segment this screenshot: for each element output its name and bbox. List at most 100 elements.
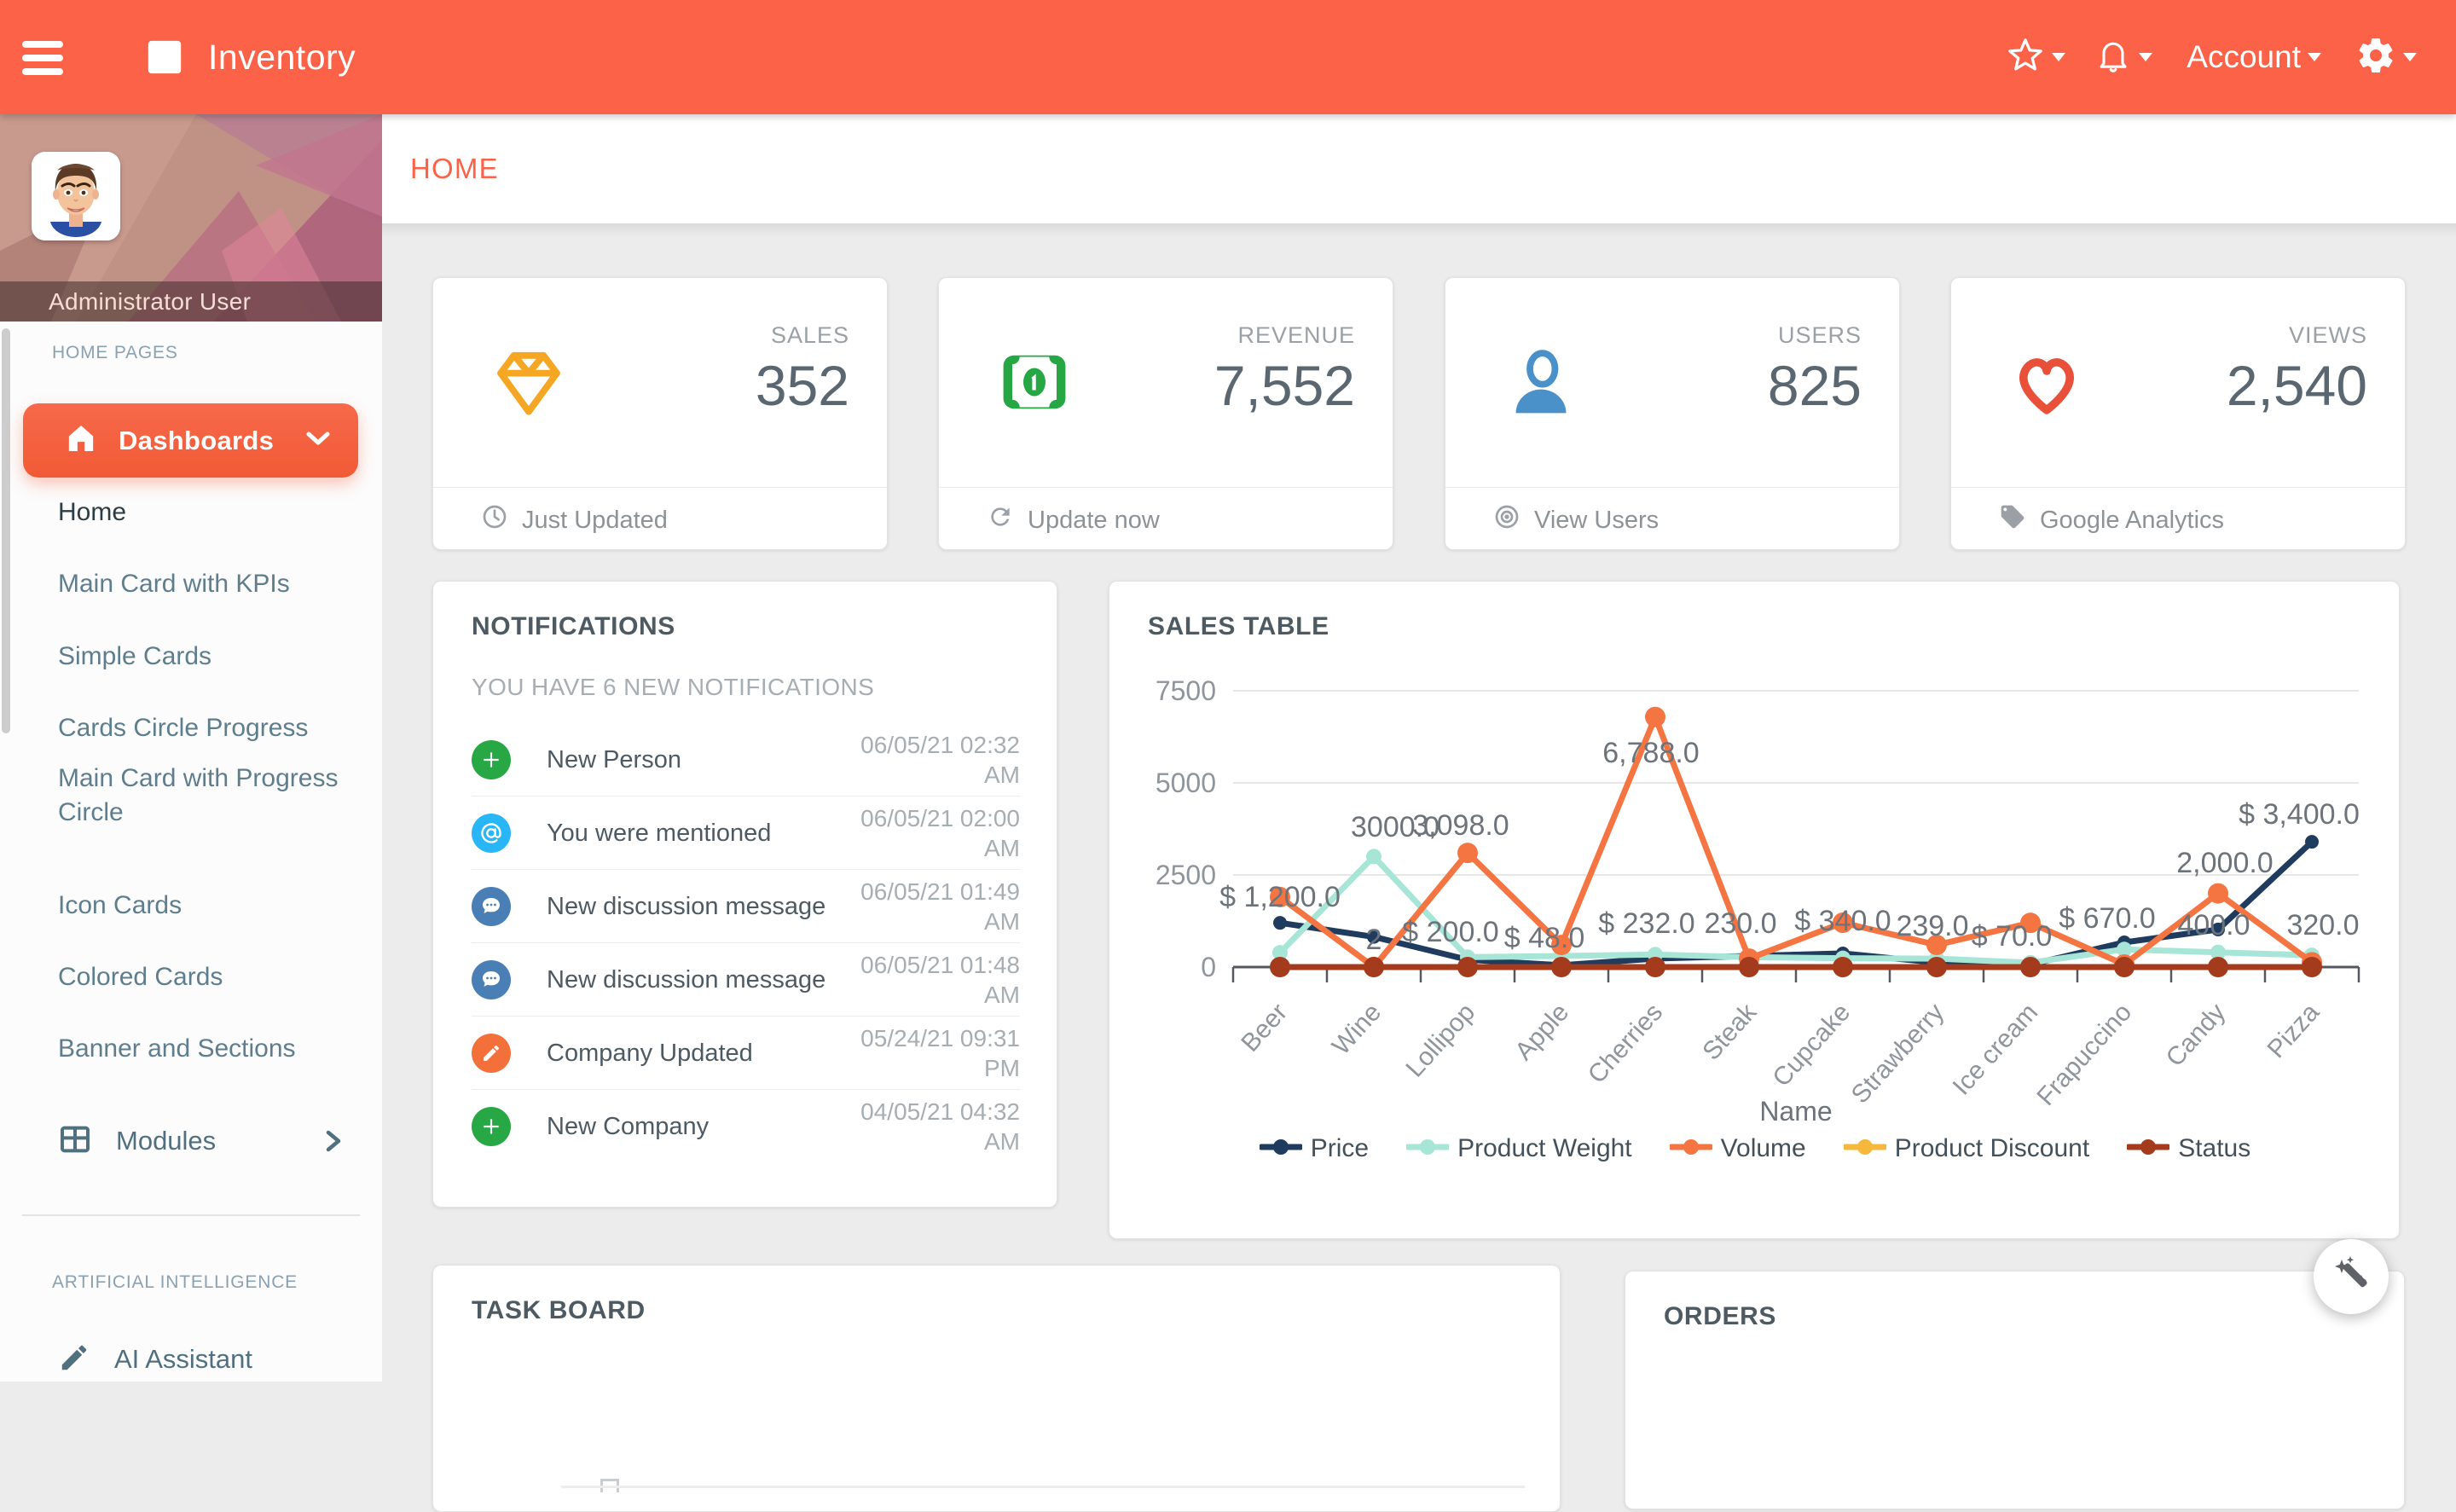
svg-text:Name: Name [1759, 1096, 1832, 1127]
legend-marker [1405, 1134, 1451, 1163]
legend-label: Product Discount [1894, 1134, 2090, 1162]
heart-icon [2002, 339, 2091, 429]
pencil-icon [472, 1033, 511, 1073]
sidebar-item-icon-cards[interactable]: Icon Cards [58, 891, 182, 919]
sidebar-item-modules[interactable]: Modules [58, 1109, 348, 1173]
notification-timestamp: 06/05/21 01:48 AM [860, 951, 1020, 1008]
kpi-footer-text: Google Analytics [2040, 506, 2225, 534]
magic-wand-fab-button[interactable] [2314, 1239, 2389, 1314]
notification-item[interactable]: New Person 06/05/21 02:32 AM [472, 723, 1020, 797]
magic-wand-icon [2329, 1253, 2373, 1301]
orders-card: ORDERS [1625, 1271, 2405, 1509]
notifications-bell-dropdown[interactable] [2094, 36, 2153, 79]
legend-label: Price [1310, 1134, 1370, 1162]
notification-timestamp: 04/05/21 04:32 AM [860, 1098, 1020, 1155]
notification-text: You were mentioned [547, 819, 772, 847]
sidebar-item-dashboards[interactable]: Dashboards [23, 403, 358, 478]
kpi-footer-link[interactable]: Update now [987, 501, 1160, 539]
account-label: Account [2187, 39, 2301, 74]
sales-table-card: SALES TABLE 0 2500 5000 7500 Beer Wine Lollipo… [1109, 581, 2400, 1239]
kpi-value: 825 [1767, 354, 1862, 417]
svg-text:3,098.0: 3,098.0 [1412, 809, 1509, 842]
notification-item[interactable]: You were mentioned 06/05/21 02:00 AM [472, 797, 1020, 870]
sidebar-item-home[interactable]: Home [58, 498, 127, 526]
caret-down-icon [2308, 53, 2321, 61]
legend-item-volume[interactable]: Volume [1668, 1134, 1806, 1163]
svg-text:Ice cream: Ice cream [1948, 999, 2044, 1101]
content-top-shadow [382, 223, 2456, 237]
task-board-card: TASK BOARD [432, 1265, 1561, 1512]
notification-item[interactable]: New discussion message 06/05/21 01:49 AM [472, 870, 1020, 943]
home-icon [64, 421, 98, 460]
modules-grid-icon [58, 1122, 92, 1161]
svg-text:320.0: 320.0 [2286, 909, 2359, 941]
chat-icon [472, 886, 511, 926]
favorites-star-dropdown[interactable] [2006, 36, 2066, 79]
refresh-icon [987, 503, 1014, 537]
breadcrumb-band: HOME [382, 114, 2456, 223]
notification-item[interactable]: New Company 04/05/21 04:32 AM [472, 1090, 1020, 1163]
sidebar-item-main-card-with-progress-circle[interactable]: Main Card with Progress Circle [58, 764, 339, 826]
kpi-divider [433, 487, 887, 488]
task-board-clipped-row [561, 1486, 1525, 1488]
sidebar-scrollbar[interactable] [2, 328, 10, 733]
diamond-icon [484, 339, 573, 429]
sidebar-item-main-card-with-kpis[interactable]: Main Card with KPIs [58, 570, 290, 598]
sidebar-divider [22, 1214, 360, 1216]
svg-text:$ 48.0: $ 48.0 [1504, 922, 1585, 954]
user-avatar[interactable] [32, 152, 120, 240]
notification-item[interactable]: New discussion message 06/05/21 01:48 AM [472, 943, 1020, 1017]
notifications-card: NOTIFICATIONS YOU HAVE 6 NEW NOTIFICATIO… [432, 581, 1057, 1208]
settings-gear-dropdown[interactable] [2355, 35, 2417, 80]
sidebar-item-colored-cards[interactable]: Colored Cards [58, 963, 223, 991]
sidebar-item-cards-circle-progress[interactable]: Cards Circle Progress [58, 714, 309, 742]
kpi-footer-text: View Users [1534, 506, 1660, 534]
sidebar-item-banner-and-sections[interactable]: Banner and Sections [58, 1034, 296, 1063]
kpi-footer-link[interactable]: Just Updated [481, 501, 668, 539]
notification-text: New Company [547, 1113, 710, 1140]
caret-down-icon [2403, 53, 2417, 61]
notification-text: New discussion message [547, 965, 826, 994]
svg-text:$ 3,400.0: $ 3,400.0 [2239, 798, 2360, 831]
notification-timestamp: 06/05/21 01:49 AM [860, 878, 1020, 935]
svg-text:Apple: Apple [1509, 999, 1574, 1066]
kpi-footer-link[interactable]: View Users [1493, 501, 1659, 539]
dashboards-label: Dashboards [119, 425, 275, 455]
kpi-footer-link[interactable]: Google Analytics [1999, 501, 2224, 539]
notifications-title: NOTIFICATIONS [472, 612, 675, 640]
breadcrumb[interactable]: HOME [410, 153, 499, 184]
svg-text:Cherries: Cherries [1583, 999, 1668, 1089]
chevron-right-icon[interactable] [322, 1126, 345, 1161]
sidebar-item-simple-cards[interactable]: Simple Cards [58, 642, 212, 670]
legend-item-product-weight[interactable]: Product Weight [1405, 1134, 1632, 1163]
plus-icon [472, 739, 511, 779]
kpi-footer-text: Just Updated [522, 506, 668, 534]
legend-item-product-discount[interactable]: Product Discount [1842, 1134, 2090, 1163]
legend-item-status[interactable]: Status [2125, 1134, 2250, 1163]
kpi-divider [1445, 487, 1899, 488]
bell-icon [2094, 36, 2132, 79]
notification-text: Company Updated [547, 1039, 753, 1067]
svg-text:$ 200.0: $ 200.0 [1402, 916, 1498, 948]
star-icon [2006, 36, 2045, 79]
svg-text:$ 232.0: $ 232.0 [1598, 907, 1694, 940]
svg-text:Strawberry: Strawberry [1846, 999, 1950, 1109]
main-content: HOME SALES 352 Just Updated REVENUE 7,552 Upd… [382, 114, 2456, 1512]
sales-table-title: SALES TABLE [1148, 612, 1329, 640]
svg-text:3000.0: 3000.0 [1351, 811, 1439, 843]
sidebar: Administrator User HOME PAGES Dashboards… [0, 114, 382, 1382]
svg-text:Steak: Steak [1697, 998, 1763, 1066]
legend-item-price[interactable]: Price [1258, 1134, 1370, 1163]
svg-text:Frapuccino: Frapuccino [2031, 999, 2137, 1111]
svg-text:$ 340.0: $ 340.0 [1794, 905, 1891, 937]
kpi-label: REVENUE [1237, 322, 1355, 348]
app-grid-icon[interactable] [145, 38, 184, 81]
svg-text:Beer: Beer [1236, 999, 1293, 1057]
plus-icon [472, 1107, 511, 1146]
notification-item[interactable]: Company Updated 05/24/21 09:31 PM [472, 1017, 1020, 1090]
legend-marker [1258, 1134, 1304, 1163]
account-menu[interactable]: Account [2187, 39, 2321, 75]
svg-text:400.0: 400.0 [2177, 909, 2250, 941]
hamburger-menu-icon[interactable] [22, 41, 63, 75]
sidebar-item-ai-assistant[interactable]: AI Assistant [58, 1327, 348, 1392]
